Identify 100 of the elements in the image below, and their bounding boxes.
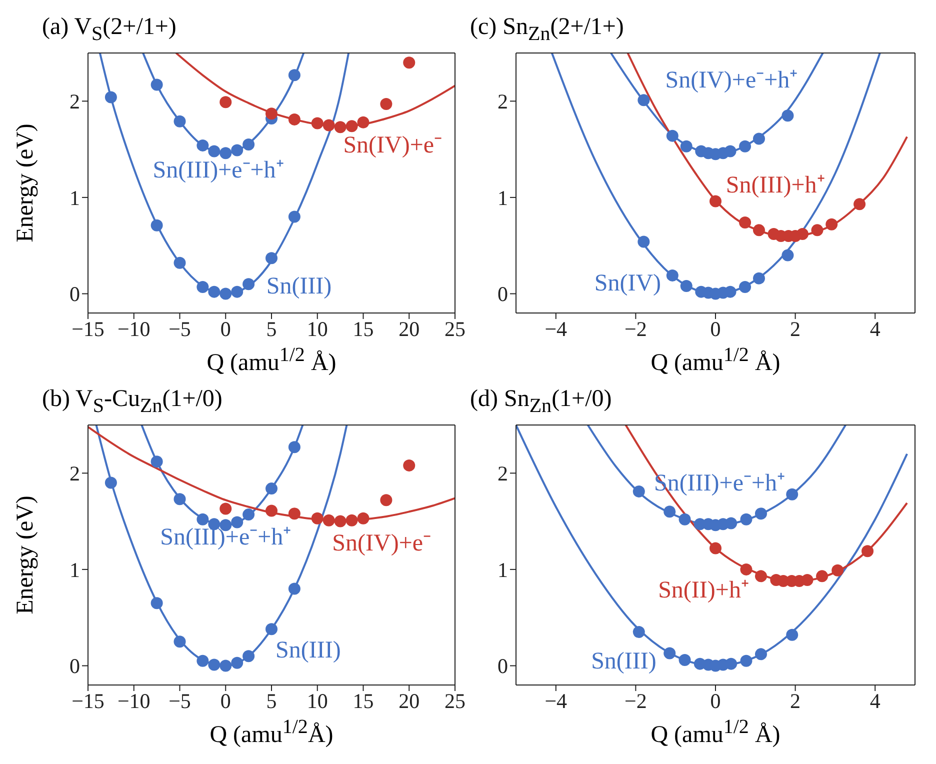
point [740, 563, 752, 576]
point [638, 236, 650, 248]
point [242, 508, 255, 521]
point [220, 502, 232, 515]
point [740, 654, 752, 667]
point [266, 623, 278, 636]
x-tick-label: 0 [710, 316, 721, 341]
point [826, 218, 838, 230]
point [231, 656, 244, 669]
y-tick-label: 0 [70, 282, 80, 306]
point [208, 145, 220, 158]
x-tick-label: −5 [168, 316, 191, 341]
x-tick-label: 2 [790, 688, 801, 713]
point [220, 288, 232, 300]
y-tick-label: 0 [70, 654, 80, 678]
point [666, 130, 678, 142]
point [288, 113, 300, 126]
x-axis-title: Q (amu$^{1/2}$Å) [208, 716, 334, 749]
point [150, 456, 163, 468]
point [854, 198, 866, 210]
point [754, 508, 767, 520]
y-tick-label: 2 [498, 90, 508, 114]
point [196, 281, 209, 293]
y-tick-label: 2 [498, 462, 508, 486]
x-tick-label: −15 [72, 316, 104, 341]
point [346, 514, 358, 526]
point [334, 121, 346, 134]
x-tick-label: 25 [444, 688, 466, 713]
point [786, 488, 798, 500]
point [322, 514, 335, 526]
point [782, 249, 794, 262]
point [231, 286, 244, 298]
y-axis-title: Energy (eV) [12, 123, 40, 242]
series-label: Sn(III) [266, 273, 332, 300]
y-tick-label: 2 [70, 462, 80, 486]
series-label: Sn(IV) [594, 270, 662, 298]
point [862, 545, 874, 558]
point [754, 570, 767, 582]
point [150, 219, 163, 232]
x-tick-label: 15 [352, 688, 374, 713]
point [266, 504, 278, 517]
x-tick-label: 5 [266, 688, 277, 713]
point [796, 228, 808, 240]
x-tick-label: −4 [544, 688, 568, 713]
point [104, 91, 117, 104]
x-tick-label: 5 [266, 316, 277, 341]
point [725, 517, 738, 530]
x-tick-label: 20 [398, 688, 420, 713]
point [752, 132, 765, 145]
point [322, 119, 335, 132]
point [220, 96, 232, 108]
point [403, 56, 416, 69]
point [346, 120, 358, 132]
series-label: Sn(III) [591, 648, 656, 675]
point [288, 508, 300, 520]
point [632, 485, 645, 498]
point [801, 574, 814, 586]
point [288, 210, 300, 223]
point [739, 281, 752, 293]
point [231, 144, 244, 156]
y-tick-label: 1 [498, 186, 508, 210]
y-tick-label: 1 [70, 558, 80, 582]
point [664, 647, 676, 660]
point [816, 570, 828, 582]
point [242, 650, 255, 662]
x-tick-label: 0 [220, 316, 231, 341]
chart-title: (d) Sn$_{Zn}$(1+/0) [470, 386, 612, 418]
point [174, 115, 186, 128]
chart-title: (b) V$_{S}$-Cu$_{Zn}$(1+/0) [42, 386, 222, 418]
x-tick-label: 2 [790, 316, 801, 341]
point [242, 138, 255, 150]
point [786, 628, 798, 641]
point [632, 626, 645, 638]
point [196, 513, 209, 526]
series-label: Sn(III) [276, 638, 341, 665]
point [752, 224, 765, 236]
point [678, 654, 691, 666]
point [104, 476, 117, 489]
y-tick-label: 2 [70, 90, 80, 114]
point [724, 145, 736, 158]
x-tick-label: 4 [870, 688, 881, 713]
x-tick-label: 0 [220, 688, 231, 713]
point [739, 140, 752, 152]
chart-title: (a) V$_{S}$(2+/1+) [42, 14, 176, 46]
point [357, 512, 370, 524]
point [638, 94, 650, 106]
point [266, 482, 278, 495]
x-tick-label: 10 [306, 688, 328, 713]
x-tick-label: 20 [398, 316, 420, 341]
x-tick-label: −2 [624, 316, 647, 341]
x-axis-title: Q (amu$^{1/2}$ Å) [650, 716, 782, 749]
series-label: Sn(III)+h⁺ [726, 171, 825, 199]
point [174, 493, 186, 506]
chart-title: (c) Sn$_{Zn}$(2+/1+) [470, 14, 624, 46]
point [357, 116, 370, 128]
point [710, 542, 722, 554]
point [150, 597, 163, 610]
series-label: Sn(III)+e⁻+h⁺ [160, 523, 292, 552]
point [220, 147, 232, 160]
x-axis-title: Q (amu$^{1/2}$ Å) [650, 344, 782, 377]
